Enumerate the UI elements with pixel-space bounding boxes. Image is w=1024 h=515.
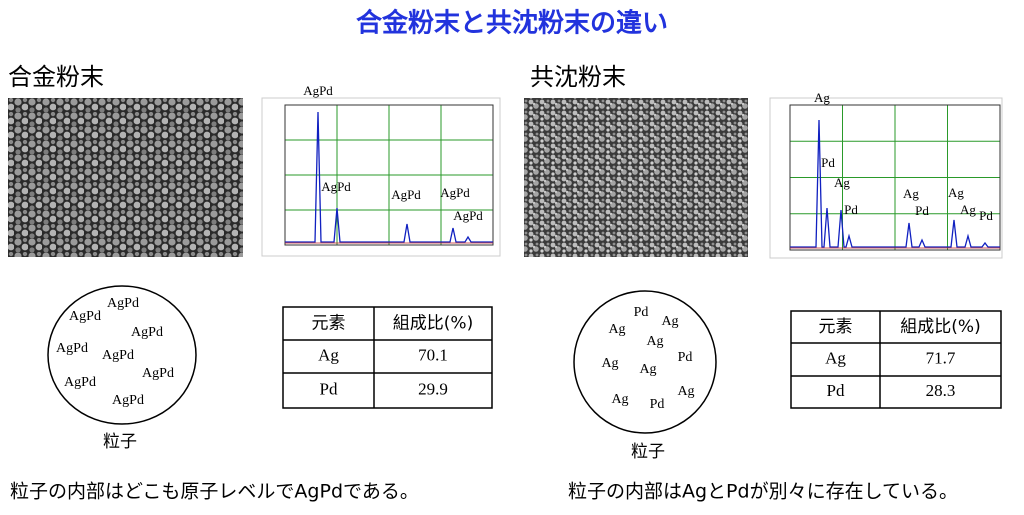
section-heading: 合金粉末 <box>8 63 104 91</box>
note: 粒子の内部はAgとPdが別々に存在している。 <box>568 481 958 503</box>
particle-label: AgPd <box>142 366 174 381</box>
table-header: 元素 <box>819 317 853 337</box>
plot-frame <box>284 104 494 246</box>
sem-image <box>8 98 243 257</box>
peak-label: Pd <box>979 208 993 223</box>
xrd-trace <box>285 111 493 243</box>
table-frame <box>282 306 493 409</box>
particle-label: AgPd <box>131 325 163 340</box>
particle-label: AgPd <box>69 309 101 324</box>
table-cell: Ag <box>318 345 339 364</box>
peak-label: AgPd <box>453 208 483 223</box>
table-cell: Pd <box>320 379 338 398</box>
particle-label: Ag <box>601 356 618 371</box>
table-header: 組成比(%) <box>900 317 980 337</box>
particle-label: Pd <box>634 305 649 320</box>
table-cell: 29.9 <box>418 379 448 398</box>
peak-label: AgPd <box>303 83 333 98</box>
peak-label: AgPd <box>391 187 421 202</box>
sem-image <box>524 98 748 257</box>
particle-label: Ag <box>639 362 656 377</box>
table-cell: Ag <box>825 348 846 367</box>
table-cell: 28.3 <box>926 381 956 400</box>
particle-label: AgPd <box>102 348 134 363</box>
peak-label: Ag <box>814 90 830 105</box>
particle-label: Ag <box>661 314 678 329</box>
particle-circle <box>47 285 197 425</box>
peak-label: AgPd <box>440 185 470 200</box>
particle-label: Ag <box>611 392 628 407</box>
particle-circle <box>573 290 717 434</box>
table-cell: Pd <box>827 381 845 400</box>
particle-label: Ag <box>608 322 625 337</box>
table-frame <box>790 310 1002 409</box>
particle-label: Ag <box>677 384 694 399</box>
table-header: 元素 <box>312 314 346 334</box>
particle-label: Ag <box>646 334 663 349</box>
xrd-trace <box>790 119 1000 248</box>
peak-label: Ag <box>834 175 850 190</box>
particle-caption: 粒子 <box>631 442 665 462</box>
title: 合金粉末と共沈粉末の違い <box>356 8 668 39</box>
particle-label: AgPd <box>112 393 144 408</box>
table-cell: 71.7 <box>926 348 956 367</box>
peak-label: Ag <box>948 185 964 200</box>
particle-label: AgPd <box>64 375 96 390</box>
xrd-chart <box>261 97 501 257</box>
peak-label: AgPd <box>321 179 351 194</box>
peak-label: Pd <box>821 155 835 170</box>
particle-label: Pd <box>650 397 665 412</box>
peak-label: Pd <box>915 203 929 218</box>
peak-label: Ag <box>960 202 976 217</box>
peak-label: Ag <box>903 186 919 201</box>
peak-label: Pd <box>844 202 858 217</box>
table-cell: 70.1 <box>418 345 448 364</box>
particle-label: AgPd <box>56 341 88 356</box>
table-header: 組成比(%) <box>393 314 473 334</box>
plot-frame <box>789 104 1001 251</box>
particle-caption: 粒子 <box>103 432 137 452</box>
particle-label: AgPd <box>107 296 139 311</box>
section-heading: 共沈粉末 <box>530 63 626 91</box>
particle-label: Pd <box>678 350 693 365</box>
note: 粒子の内部はどこも原子レベルでAgPdである。 <box>10 481 419 503</box>
